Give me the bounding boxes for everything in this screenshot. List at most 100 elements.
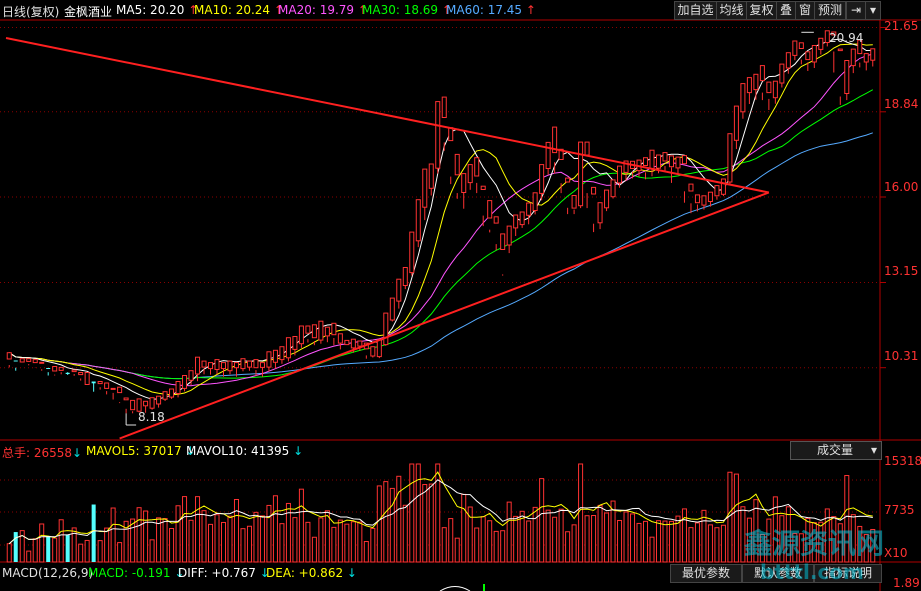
candle-body <box>6 352 12 360</box>
volume-bar <box>84 539 90 563</box>
candle-body <box>19 358 25 363</box>
default-params-button[interactable]: 默认参数 <box>742 564 814 583</box>
candle-body <box>110 387 116 390</box>
dropdown-icon[interactable]: ▾ <box>865 1 881 20</box>
volume-bar <box>201 510 207 563</box>
volume-bar <box>623 511 629 563</box>
candle-body <box>844 60 850 94</box>
candle-body <box>32 359 38 364</box>
volume-bar <box>311 536 317 563</box>
volume-bar <box>837 523 843 563</box>
mavol10-label: MAVOL10: 41395 ↓ <box>186 444 304 458</box>
candle-body <box>26 358 32 362</box>
volume-bar <box>558 508 564 563</box>
volume-bar <box>104 527 110 563</box>
ma-legend-item: MA5: 20.20 ↑ <box>116 3 199 17</box>
candle-body <box>792 40 798 56</box>
candle-body <box>376 339 382 358</box>
mavol10-line <box>8 479 873 545</box>
candle-body <box>578 141 584 207</box>
candle-body <box>182 375 188 389</box>
volume-bar <box>655 520 662 563</box>
pin-right-icon[interactable]: ⇥ <box>846 1 866 20</box>
candle-body <box>104 382 110 389</box>
ma-button[interactable]: 均线 <box>716 1 747 20</box>
volume-bar <box>805 517 811 563</box>
volume-total: 总手: 26558↓ <box>2 446 83 460</box>
volume-bar <box>597 504 603 563</box>
volume-bar <box>130 518 136 563</box>
volume-bar <box>759 534 765 563</box>
volume-bar <box>772 496 778 563</box>
candle-body <box>305 325 311 334</box>
candle-body <box>720 178 726 195</box>
candle-body <box>344 339 350 346</box>
candle-body <box>681 155 687 165</box>
candle-body <box>727 133 733 183</box>
overlay-button[interactable]: 叠 <box>776 1 796 20</box>
candle-body <box>805 51 811 61</box>
candle-body <box>811 45 817 63</box>
mavol5-label: MAVOL5: 37017 ↓ <box>86 444 196 458</box>
candle-body <box>58 366 64 371</box>
volume-bar <box>143 510 149 563</box>
price-tick: 16.00 <box>884 180 919 194</box>
volume-bar <box>649 536 655 563</box>
volume-bar <box>863 534 869 563</box>
volume-bar <box>792 533 798 563</box>
candle-body <box>610 179 616 198</box>
indicator-dropdown[interactable]: 成交量 ▾ <box>790 441 882 460</box>
window-button[interactable]: 窗 <box>795 1 815 20</box>
candle-body <box>318 320 324 341</box>
candle-body <box>487 200 493 219</box>
volume-bar <box>32 538 38 563</box>
candle-body <box>350 338 356 349</box>
low-annotation: 8.18 <box>138 410 165 424</box>
candle-body <box>52 366 58 372</box>
volume-bar <box>461 493 467 563</box>
trendline-upper <box>5 37 770 194</box>
period-label: 日线(复权) <box>2 5 60 19</box>
volume-bar <box>448 518 454 563</box>
volume-bar <box>117 542 123 563</box>
candle-body <box>208 362 214 370</box>
add-watchlist-button[interactable]: 加自选 <box>674 1 717 20</box>
volume-bar <box>246 525 252 563</box>
toolbar: 加自选 均线 复权 叠 窗 预测 ⇥ ▾ <box>0 0 921 20</box>
volume-bar <box>182 496 188 563</box>
volume-bar <box>753 499 759 563</box>
candle-body <box>448 127 454 142</box>
volume-bar <box>350 521 356 563</box>
candle-body <box>591 186 597 195</box>
volume-bar <box>798 533 804 563</box>
volume-bar <box>454 537 460 563</box>
volume-bar <box>441 527 447 563</box>
volume-bar <box>39 523 45 563</box>
volume-bar <box>162 518 168 563</box>
candle-body <box>818 37 824 50</box>
adjust-button[interactable]: 复权 <box>746 1 777 20</box>
optimal-params-button[interactable]: 最优参数 <box>670 564 742 583</box>
candle-body <box>519 211 525 226</box>
trendline-lower <box>119 191 770 440</box>
volume-bar <box>175 505 181 563</box>
forecast-button[interactable]: 预测 <box>814 1 846 20</box>
candle-body <box>500 233 506 250</box>
volume-bar <box>610 500 616 563</box>
candle-body <box>84 372 90 385</box>
ma60-line <box>8 132 873 380</box>
candle-body <box>149 397 155 409</box>
macd-value: MACD: -0.191 ↓ <box>88 566 185 580</box>
dea-value: DEA: +0.862 ↓ <box>266 566 357 580</box>
volume-bar <box>844 475 850 563</box>
volume-bar <box>493 530 499 563</box>
candle-body <box>772 80 778 99</box>
volume-bar <box>428 483 434 563</box>
indicator-help-button[interactable]: 指标说明 <box>814 564 882 583</box>
volume-bar <box>298 488 304 563</box>
volume-bar <box>831 516 837 563</box>
candle-body <box>214 359 220 371</box>
candle-body <box>266 351 272 368</box>
volume-bar <box>630 513 636 563</box>
candle-body <box>779 63 785 84</box>
